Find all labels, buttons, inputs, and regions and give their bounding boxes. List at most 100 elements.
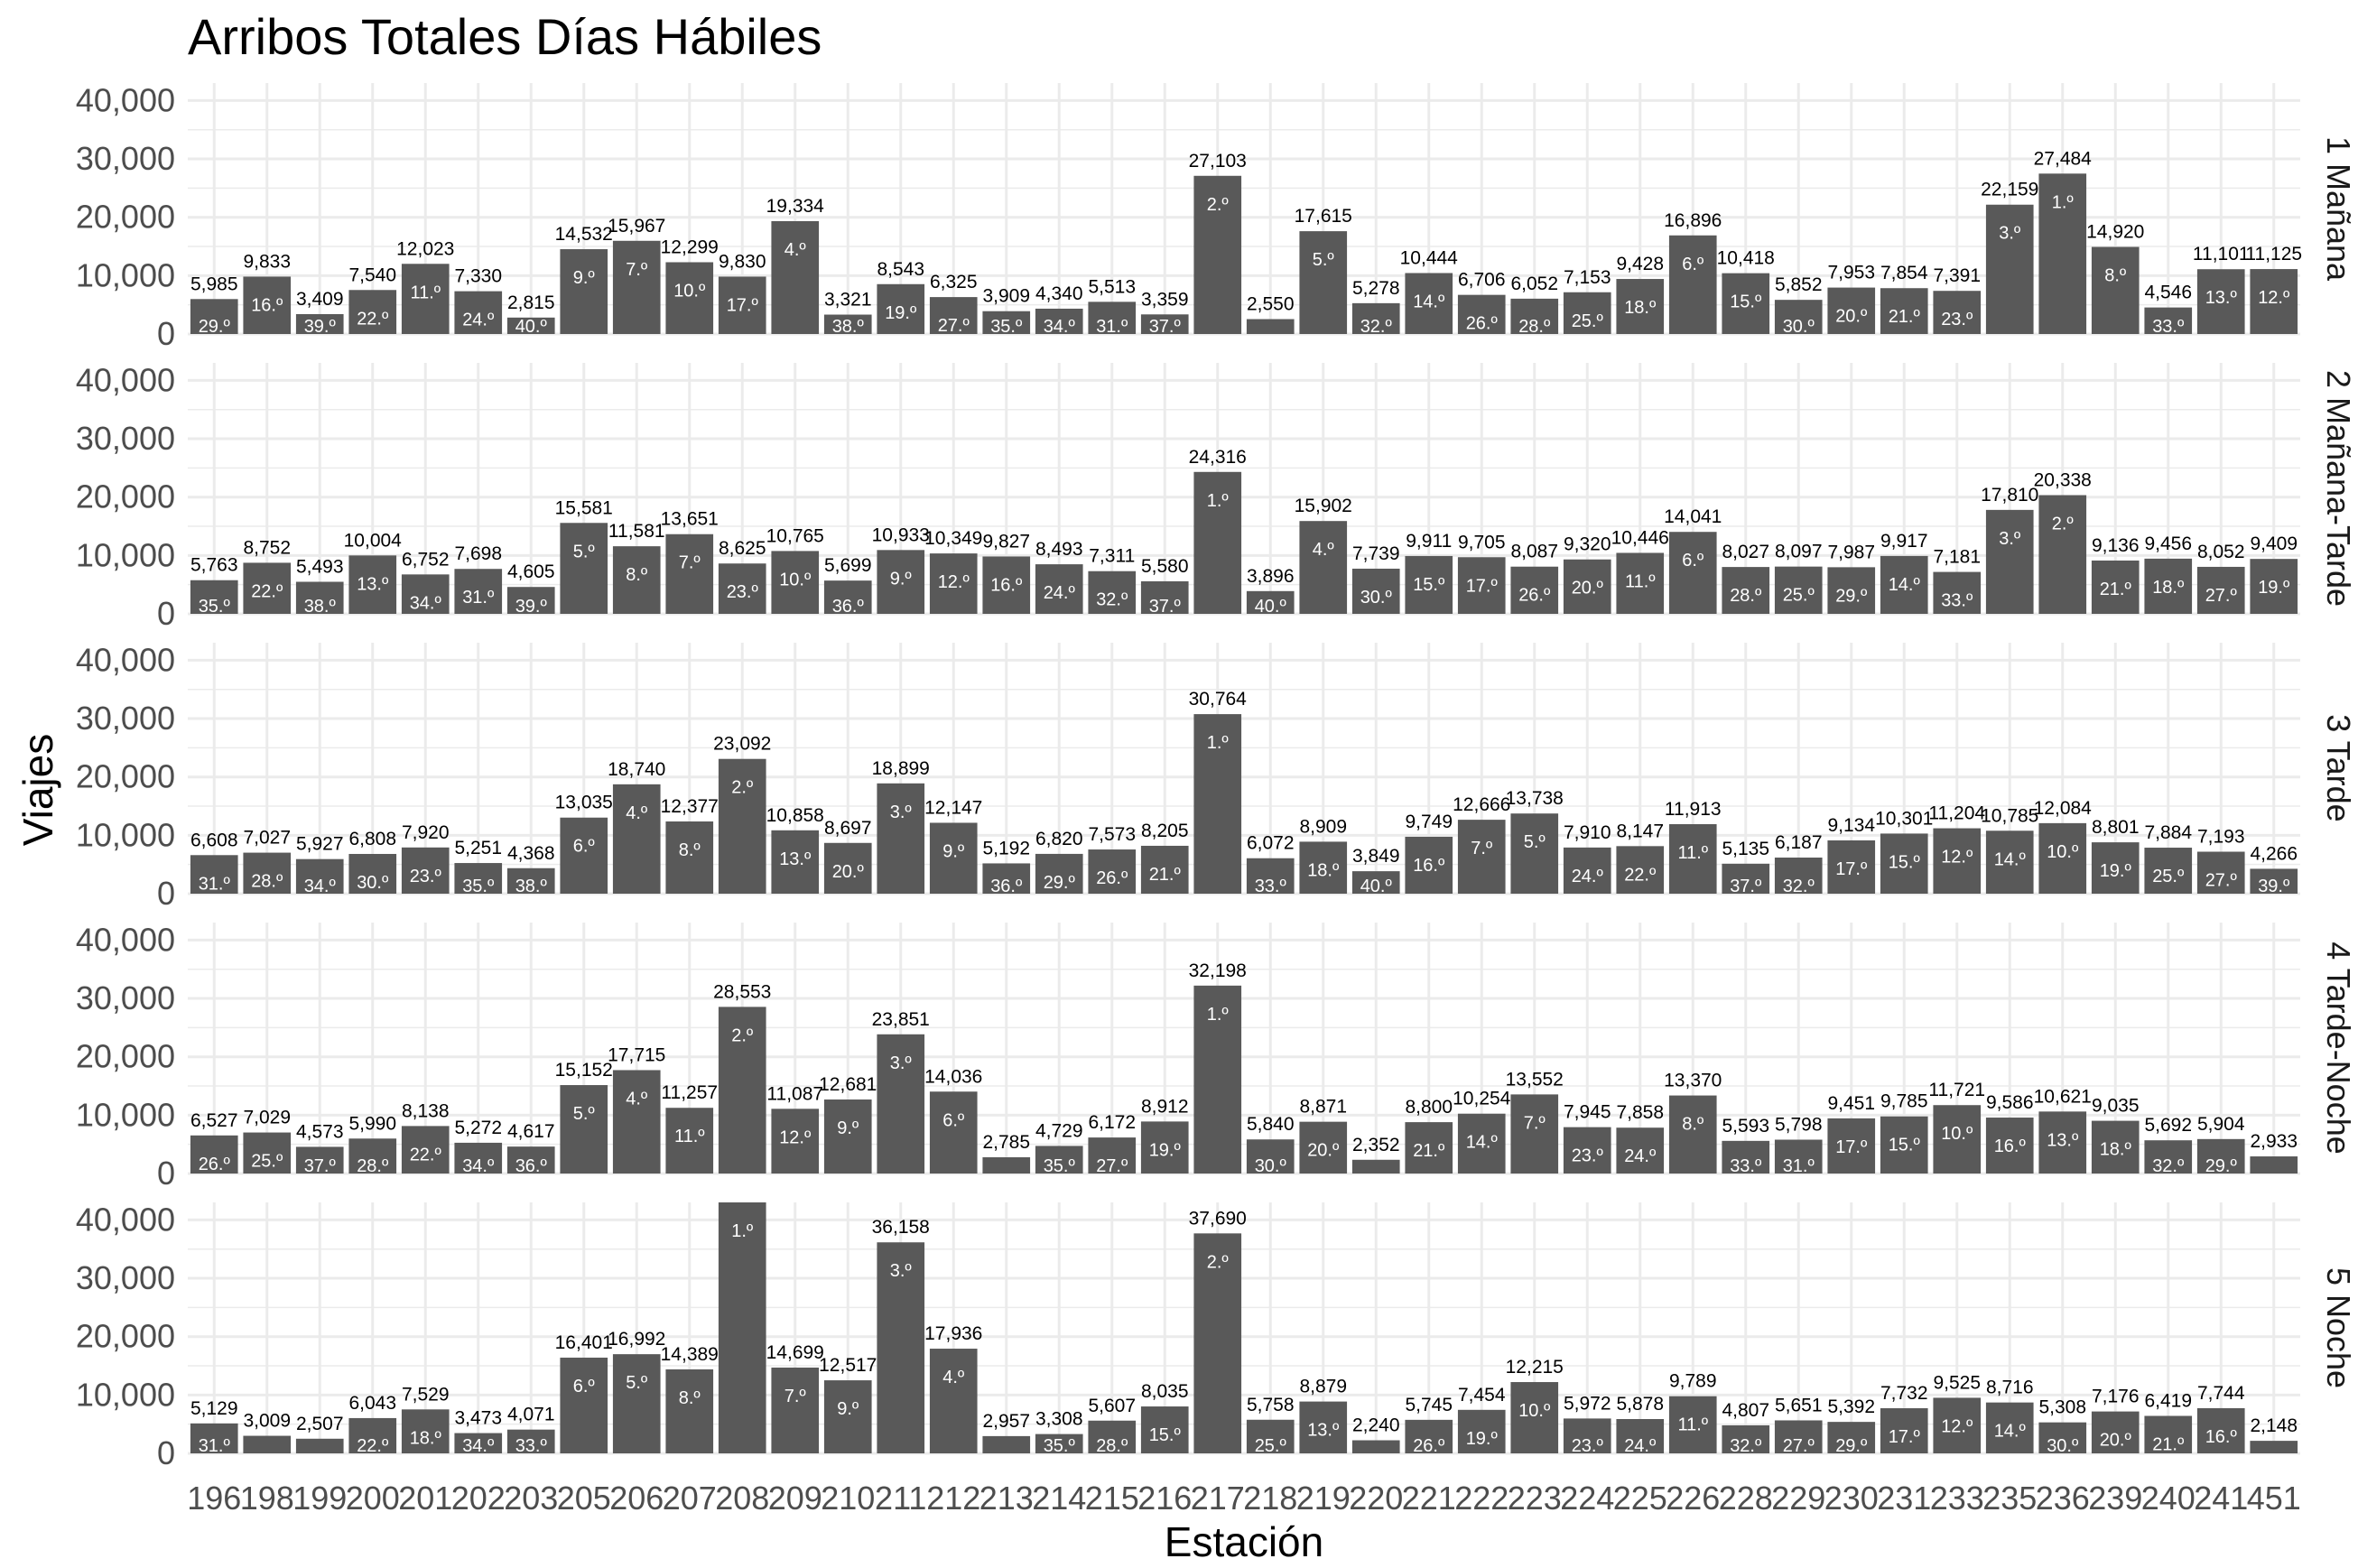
rank-label: 24.º: [1572, 867, 1604, 886]
value-label: 11,125: [2245, 244, 2302, 264]
value-label: 7,181: [1933, 547, 1981, 568]
bar: [1299, 1121, 1348, 1174]
value-label: 11,087: [766, 1083, 823, 1104]
facet-panel: 0 10,000 20,000 30,000 40,000 5,763 35.º 8,752 2…: [76, 361, 2357, 632]
rank-label: 35.º: [1044, 1156, 1076, 1176]
rank-label: 21.º: [1889, 307, 1921, 327]
bar: [665, 533, 714, 614]
x-tick-label: 221: [1402, 1480, 1456, 1517]
bar: [401, 574, 450, 614]
rank-label: 19.º: [2100, 861, 2132, 881]
bar: [2091, 560, 2140, 614]
value-label: 4,368: [507, 843, 555, 864]
rank-label: 29.º: [1835, 1436, 1868, 1456]
bar: [1351, 302, 1400, 334]
bar: [1563, 559, 1611, 614]
bar: [2250, 1441, 2298, 1453]
value-label: 7,529: [402, 1384, 450, 1405]
bar: [1880, 288, 1928, 334]
x-tick-label: 225: [1613, 1480, 1667, 1517]
bar: [560, 1085, 608, 1174]
bar: [1827, 1422, 1876, 1453]
value-label: 11,101: [2193, 244, 2250, 264]
rank-label: 37.º: [1149, 597, 1182, 617]
value-label: 4,266: [2250, 843, 2298, 864]
rank-label: 3.º: [890, 1261, 913, 1281]
value-label: 6,752: [402, 549, 450, 570]
value-label: 6,072: [1247, 833, 1295, 854]
bar: [1510, 1382, 1559, 1453]
rank-label: 34.º: [462, 1436, 495, 1456]
rank-label: 36.º: [515, 1156, 548, 1176]
value-label: 4,729: [1035, 1120, 1083, 1141]
bar: [1088, 302, 1137, 334]
bar: [506, 317, 555, 334]
value-label: 8,027: [1722, 542, 1769, 562]
facet-panel: 0 10,000 20,000 30,000 40,000 5,985 29.º 9,833 1…: [76, 81, 2357, 352]
value-label: 18,899: [872, 758, 930, 779]
facet-strip-label: 5 Noche: [2320, 1267, 2357, 1388]
value-label: 6,187: [1775, 832, 1823, 853]
value-label: 10,254: [1453, 1089, 1511, 1109]
bar: [243, 1132, 292, 1174]
bar: [1668, 1396, 1717, 1453]
rank-label: 23.º: [410, 867, 442, 886]
rank-label: 22.º: [357, 1436, 389, 1456]
rank-label: 24.º: [1044, 583, 1076, 603]
bar: [2091, 842, 2140, 894]
x-tick-label: 206: [609, 1480, 664, 1517]
bar: [1774, 1139, 1823, 1174]
bar: [1035, 853, 1083, 894]
rank-label: 8.º: [1682, 1115, 1704, 1135]
bar: [1774, 566, 1823, 614]
rank-label: 26.º: [1466, 314, 1499, 334]
rank-label: 19.º: [1466, 1429, 1499, 1449]
bar: [665, 821, 714, 894]
x-tick-label: 217: [1191, 1480, 1245, 1517]
rank-label: 12.º: [938, 572, 970, 592]
rank-label: 27.º: [2205, 870, 2238, 890]
value-label: 5,651: [1775, 1395, 1823, 1415]
x-tick-label: 226: [1666, 1480, 1720, 1517]
value-label: 4,617: [507, 1121, 555, 1142]
x-tick-label: 208: [715, 1480, 769, 1517]
rank-label: 36.º: [990, 877, 1023, 896]
bar: [1510, 813, 1559, 894]
x-tick-label: 236: [2036, 1480, 2090, 1517]
x-tick-label: 216: [1137, 1480, 1192, 1517]
bar: [295, 858, 344, 894]
bar: [718, 1007, 766, 1174]
bar: [2250, 1156, 2298, 1174]
rank-label: 10.º: [673, 281, 706, 301]
rank-label: 12.º: [779, 1127, 812, 1147]
value-label: 6,043: [348, 1393, 396, 1414]
rank-label: 37.º: [1730, 877, 1762, 896]
rank-label: 7.º: [1524, 1113, 1546, 1133]
rank-label: 4.º: [784, 240, 807, 260]
rank-label: 3.º: [890, 803, 913, 822]
bar: [2144, 848, 2193, 894]
facet-strip-label: 1 Mañana: [2320, 136, 2357, 282]
y-tick-label: 10,000: [76, 1376, 175, 1413]
bar: [1193, 175, 1242, 334]
bar: [1827, 567, 1876, 614]
value-label: 5,972: [1564, 1393, 1611, 1414]
bar: [401, 847, 450, 894]
value-label: 5,758: [1247, 1395, 1295, 1415]
rank-label: 8.º: [679, 840, 701, 860]
value-label: 5,990: [348, 1113, 396, 1134]
x-tick-label: 229: [1771, 1480, 1825, 1517]
bar: [2196, 851, 2245, 894]
value-label: 2,815: [507, 292, 555, 313]
value-label: 15,581: [555, 497, 613, 518]
rank-label: 16.º: [1413, 856, 1445, 876]
rank-label: 17.º: [727, 295, 759, 315]
bar: [1140, 580, 1189, 614]
x-tick-label: 223: [1508, 1480, 1562, 1517]
bar: [1774, 858, 1823, 894]
x-tick-label: 196: [187, 1480, 241, 1517]
rank-label: 31.º: [1783, 1156, 1815, 1176]
rank-label: 18.º: [2152, 578, 2185, 598]
bar: [929, 297, 978, 334]
